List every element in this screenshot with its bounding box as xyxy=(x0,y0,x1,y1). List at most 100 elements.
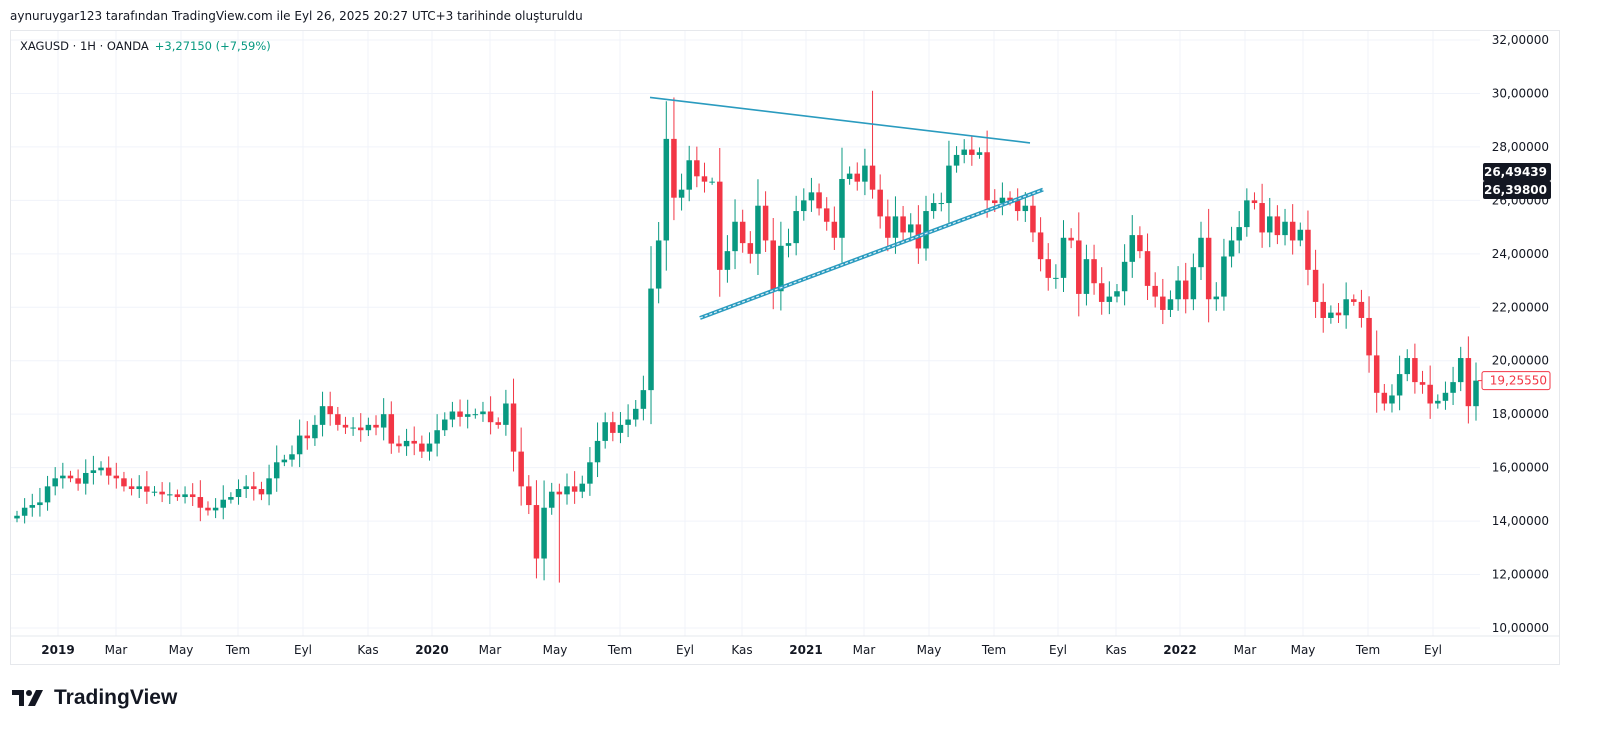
candle-body xyxy=(632,408,639,420)
candle-body xyxy=(1473,380,1479,407)
candle-down xyxy=(304,421,311,450)
candle-down xyxy=(877,174,883,229)
candle-up xyxy=(1106,281,1113,315)
candle-body xyxy=(984,152,990,201)
candle-up xyxy=(1404,349,1411,382)
candle-up xyxy=(98,461,104,476)
y-tick-label: 24,00000 xyxy=(1492,247,1549,261)
candle-body xyxy=(1022,205,1029,212)
candle-body xyxy=(518,451,524,487)
price-change: +3,27150 (+7,59%) xyxy=(154,39,271,53)
y-tick-label: 20,00000 xyxy=(1492,354,1549,368)
candle-up xyxy=(37,487,43,517)
candle-up xyxy=(44,475,51,511)
candle-up xyxy=(548,482,555,515)
candle-body xyxy=(755,205,761,254)
candle-down xyxy=(823,197,830,231)
tradingview-logo[interactable]: TradingView xyxy=(12,686,177,710)
candle-body xyxy=(1259,203,1265,233)
x-tick-label: Kas xyxy=(731,643,752,657)
candle-body xyxy=(1419,382,1426,385)
candle-body xyxy=(472,414,479,416)
candle-body xyxy=(548,491,555,508)
candle-down xyxy=(770,218,776,310)
candle-up xyxy=(1129,215,1136,278)
candle-body xyxy=(526,486,532,506)
candle-down xyxy=(1427,365,1433,419)
candle-body xyxy=(1114,291,1120,297)
candle-body xyxy=(1129,235,1136,262)
x-tick-label: Mar xyxy=(1234,643,1257,657)
candle-up xyxy=(938,192,945,212)
candle-down xyxy=(189,483,196,507)
candle-body xyxy=(1297,229,1304,241)
candle-body xyxy=(1205,237,1212,300)
candle-body xyxy=(14,515,20,519)
candle-up xyxy=(785,228,792,258)
candle-body xyxy=(29,505,36,508)
candle-down xyxy=(251,471,257,501)
candle-body xyxy=(258,489,265,495)
candle-body xyxy=(113,475,120,479)
y-tick-label: 16,00000 xyxy=(1492,461,1549,475)
candle-down xyxy=(1305,210,1311,286)
candle-body xyxy=(167,494,173,496)
candle-down xyxy=(1205,208,1212,323)
candle-body xyxy=(52,478,58,487)
candle-body xyxy=(831,221,838,238)
symbol-info[interactable]: XAGUSD · 1H · OANDA xyxy=(20,39,149,53)
candle-down xyxy=(694,146,700,188)
candle-up xyxy=(266,464,272,506)
candle-up xyxy=(82,459,89,495)
candle-up xyxy=(801,188,807,221)
candle-up xyxy=(755,179,761,275)
candle-up xyxy=(617,412,624,444)
candle-body xyxy=(67,475,74,479)
candle-down xyxy=(1045,243,1051,291)
candle-up xyxy=(281,454,288,467)
candle-body xyxy=(174,494,181,498)
candle-body xyxy=(449,411,456,420)
candle-down xyxy=(701,162,708,193)
candle-down xyxy=(1358,289,1365,328)
candle-up xyxy=(655,222,662,304)
x-tick-label: 2021 xyxy=(789,643,822,657)
candle-body xyxy=(946,165,952,204)
candle-body xyxy=(220,499,226,508)
candle-up xyxy=(1297,222,1304,247)
candle-body xyxy=(37,502,43,506)
chart-caption: aynuruygar123 tarafından TradingView.com… xyxy=(10,9,583,23)
candle-down xyxy=(739,209,746,253)
candle-down xyxy=(1030,193,1036,243)
candle-up xyxy=(632,400,639,427)
candle-body xyxy=(564,486,570,495)
candle-body xyxy=(1320,301,1326,318)
candle-body xyxy=(205,507,211,511)
candle-down xyxy=(121,471,127,492)
candle-up xyxy=(976,147,983,159)
y-tick-label: 22,00000 xyxy=(1492,300,1549,314)
candle-body xyxy=(1328,312,1334,318)
candle-body xyxy=(1236,227,1242,241)
candle-body xyxy=(625,419,631,425)
candle-body xyxy=(739,221,746,244)
candle-body xyxy=(1167,299,1174,310)
candle-up xyxy=(808,177,815,212)
candle-body xyxy=(75,478,81,484)
candle-up xyxy=(946,140,952,223)
candle-body xyxy=(251,486,257,490)
candle-body xyxy=(1182,280,1189,300)
candle-up xyxy=(564,473,570,505)
candle-down xyxy=(854,162,861,191)
candle-down xyxy=(816,183,822,216)
candle-up xyxy=(579,475,586,499)
candle-body xyxy=(335,414,341,425)
candle-body xyxy=(1175,280,1181,300)
candle-body xyxy=(1305,229,1311,270)
candle-body xyxy=(273,462,280,479)
candle-body xyxy=(701,176,708,182)
candle-body xyxy=(839,178,845,238)
candle-body xyxy=(930,203,937,212)
candle-up xyxy=(1328,305,1334,324)
